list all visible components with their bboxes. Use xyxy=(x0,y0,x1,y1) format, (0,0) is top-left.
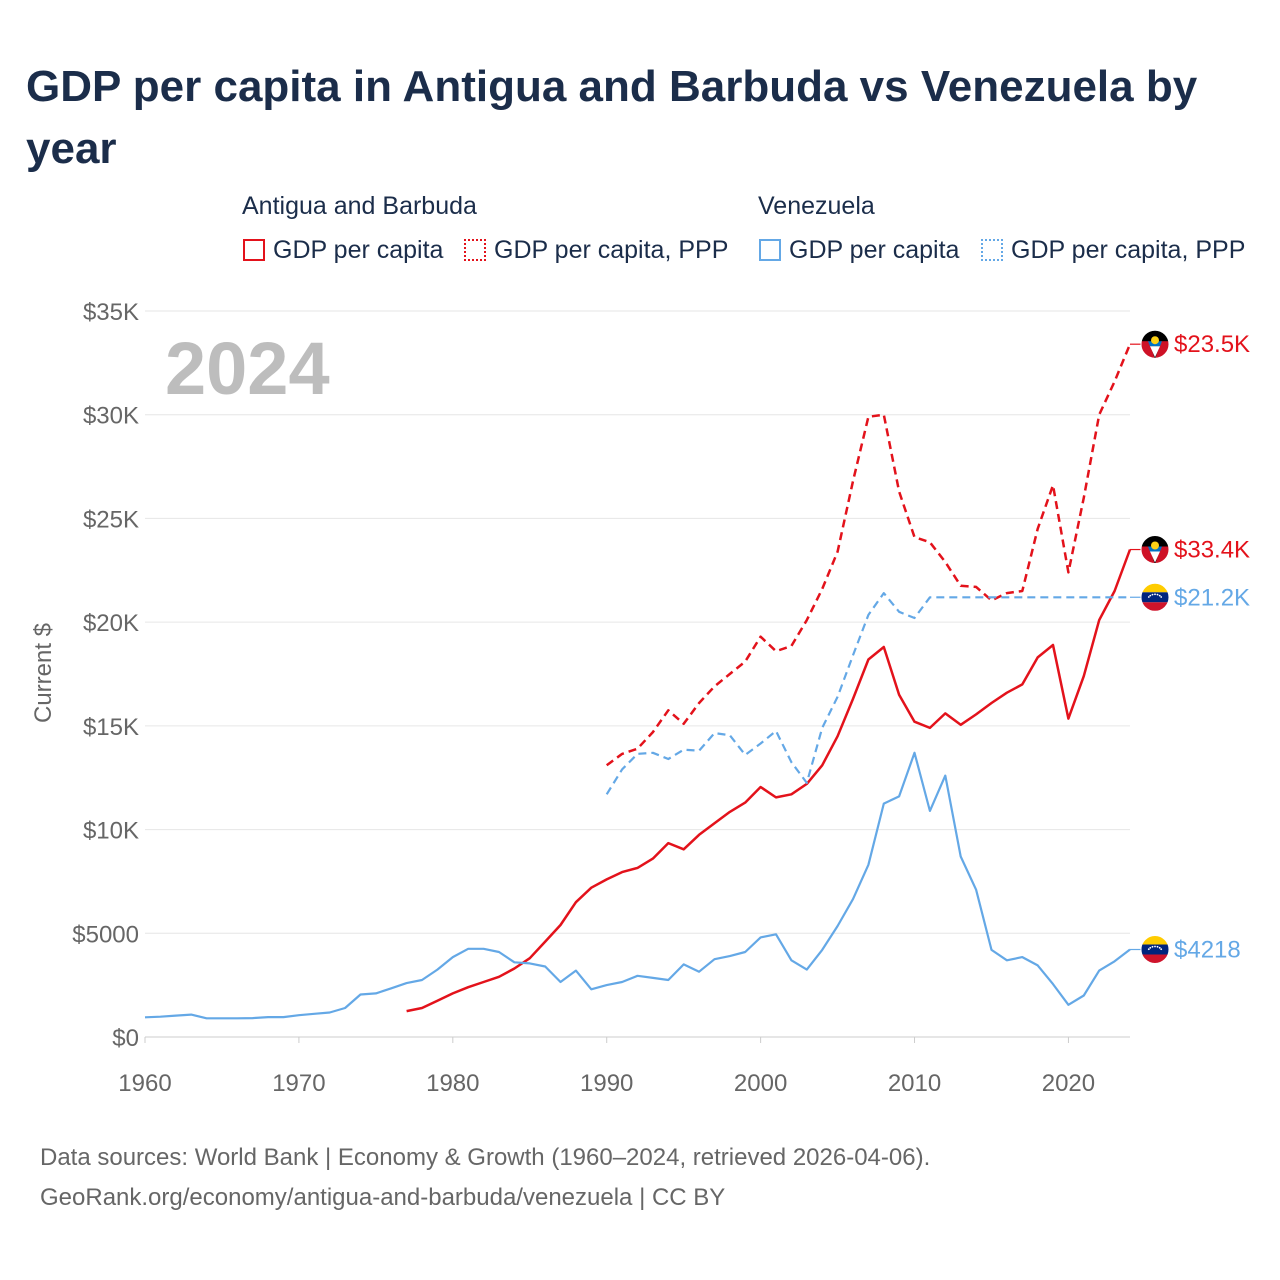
y-tick-label: $10K xyxy=(83,818,139,845)
grid xyxy=(145,310,1130,1038)
end-value-label: $23.5K xyxy=(1174,331,1250,358)
chart-title: GDP per capita in Antigua and Barbuda vs… xyxy=(26,62,1198,173)
end-value-label: $33.4K xyxy=(1174,537,1250,564)
y-tick-label: $20K xyxy=(83,610,139,637)
venezuela-flag-icon xyxy=(1140,582,1170,612)
y-axis-label: Current $ xyxy=(30,623,57,723)
source-line-2[interactable]: GeoRank.org/economy/antigua-and-barbuda/… xyxy=(40,1184,726,1211)
legend-label-antigua-ppp: GDP per capita, PPP xyxy=(494,235,729,264)
legend-item-antigua-ppp[interactable]: GDP per capita, PPP xyxy=(464,234,728,266)
source-line-1: Data sources: World Bank | Economy & Gro… xyxy=(40,1144,931,1171)
x-tick-label: 2010 xyxy=(888,1070,941,1097)
y-tick-label: $0 xyxy=(112,1025,139,1052)
x-tick-label: 1990 xyxy=(580,1070,633,1097)
y-tick-label: $15K xyxy=(83,714,139,741)
antigua-flag-icon xyxy=(1140,535,1170,564)
venezuela-flag-icon xyxy=(1140,935,1170,964)
source-note: Data sources: World Bank | Economy & Gro… xyxy=(40,1138,930,1218)
legend-label-venezuela-ppp: GDP per capita, PPP xyxy=(1011,235,1246,264)
x-tick-label: 2020 xyxy=(1042,1070,1095,1097)
legend-label-antigua-gdp: GDP per capita xyxy=(273,235,444,264)
legend-swatch-venezuela-gdp xyxy=(759,239,781,261)
legend-swatch-antigua-ppp xyxy=(464,239,486,261)
series-line-venezuela-solid[interactable] xyxy=(144,751,1131,1020)
legend-swatch-antigua-gdp xyxy=(243,239,265,261)
y-tick-label: $25K xyxy=(83,506,139,533)
y-tick-label: $5000 xyxy=(72,921,139,948)
legend-swatch-venezuela-ppp xyxy=(981,239,1003,261)
legend-item-antigua-gdp[interactable]: GDP per capita xyxy=(243,234,443,266)
legend-label-venezuela-gdp: GDP per capita xyxy=(789,235,960,264)
legend-item-venezuela-gdp[interactable]: GDP per capita xyxy=(759,234,959,266)
end-value-label: $21.2K xyxy=(1174,584,1250,611)
axes: $0 $5000 $10K $15K $20K $25K $30K $35K 1960 1970 1… xyxy=(72,299,1095,1097)
x-tick-label: 2000 xyxy=(734,1070,787,1097)
x-tick-label: 1960 xyxy=(118,1070,171,1097)
antigua-flag-icon xyxy=(1140,329,1170,359)
series-line-antigua-solid[interactable] xyxy=(406,549,1132,1013)
series xyxy=(144,343,1132,1020)
year-label: 2024 xyxy=(165,327,330,410)
end-value-label: $4218 xyxy=(1174,937,1241,964)
series-line-venezuela-dashed[interactable] xyxy=(605,591,1130,795)
legend-group-venezuela: Venezuela xyxy=(758,192,875,220)
series-line-antigua-dashed[interactable] xyxy=(605,343,1132,767)
y-tick-label: $35K xyxy=(83,299,139,326)
x-tick-label: 1970 xyxy=(272,1070,325,1097)
legend-group-antigua: Antigua and Barbuda xyxy=(242,192,477,220)
x-tick-label: 1980 xyxy=(426,1070,479,1097)
legend-item-venezuela-ppp[interactable]: GDP per capita, PPP xyxy=(981,234,1245,266)
y-tick-label: $30K xyxy=(83,403,139,430)
end-labels: $33.4K $23.5K $4218 $21.2K xyxy=(1130,329,1250,964)
